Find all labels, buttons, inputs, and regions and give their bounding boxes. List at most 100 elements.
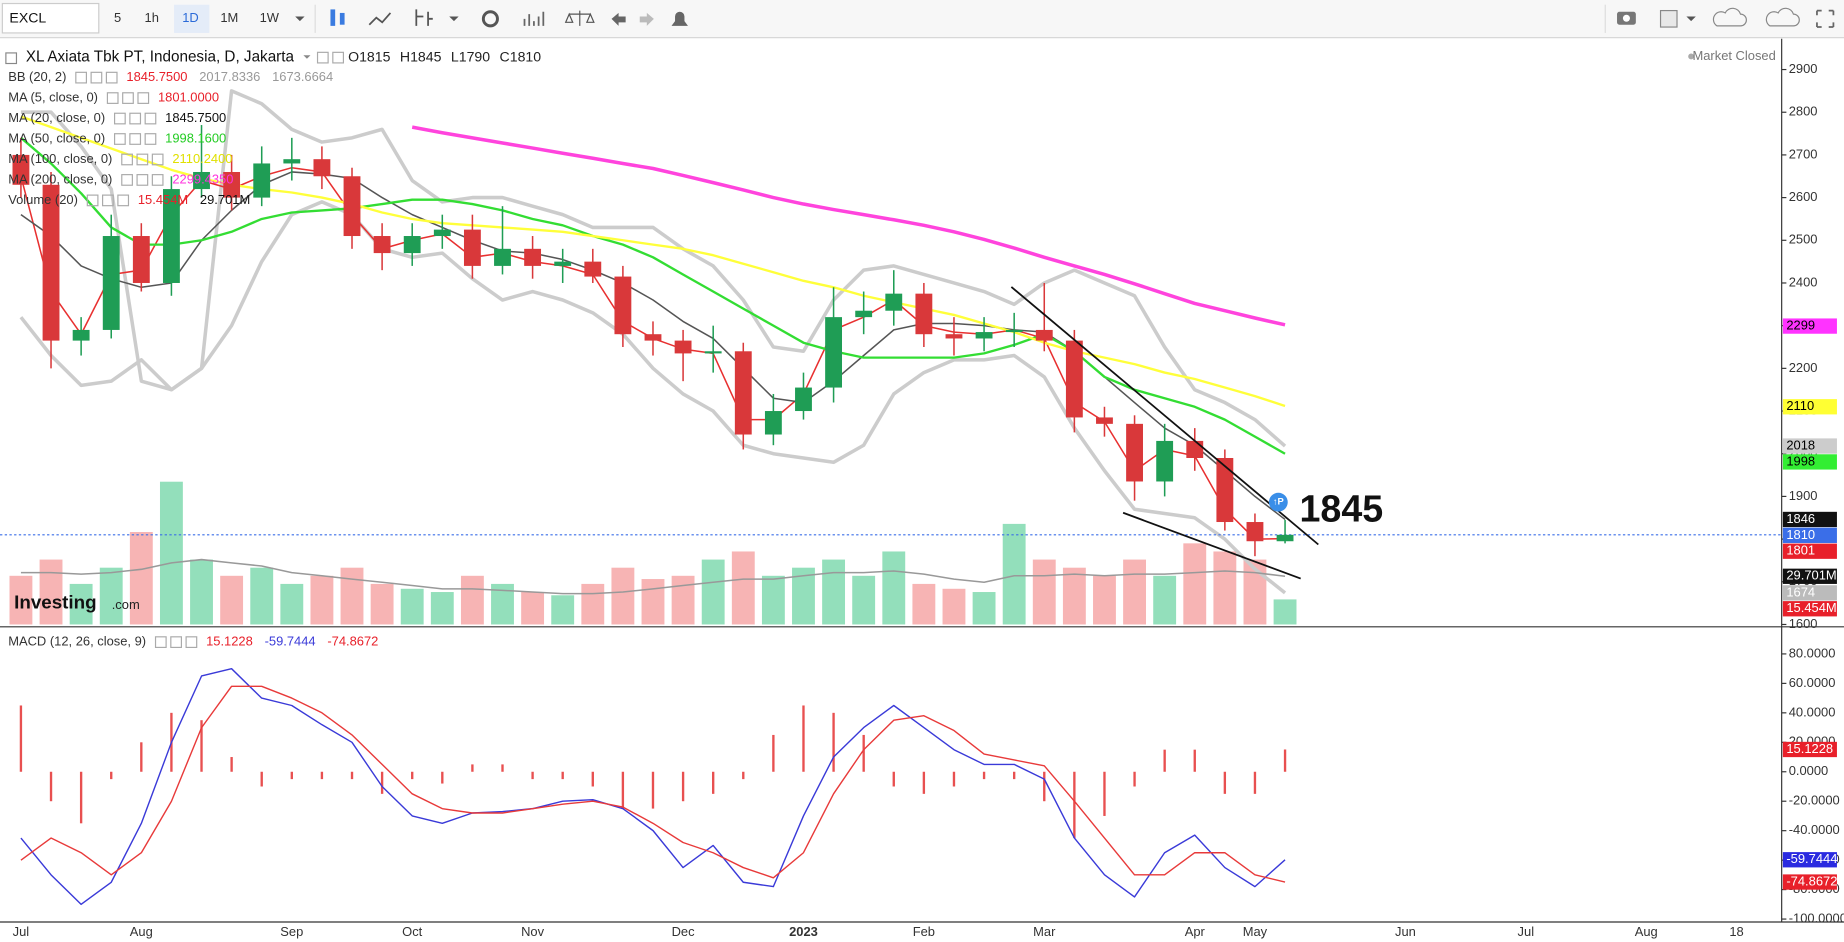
plot: Jul Aug Sep Oct Nov Dec 2023 Feb Mar Apr May Jun Jul… [0,48,1844,939]
price-annotation: 1845 [1300,488,1384,530]
histogram-bar [862,734,865,772]
volume-bar [882,551,906,625]
legend-icon [90,71,103,84]
legend-value: -74.8672 [327,634,378,649]
volume-bar [99,567,123,625]
interval-button[interactable]: 1M [220,10,238,25]
volume-bar [340,567,364,625]
y-tick-label: -100.0000 [1789,910,1844,925]
color-button[interactable] [1659,9,1678,28]
trend-line[interactable] [1010,286,1319,546]
candle-body [433,229,451,237]
drawing-button[interactable] [415,9,433,26]
settings-button[interactable] [481,10,499,28]
market-status: Market Closed [1692,48,1775,63]
histogram-bar [230,757,233,772]
candle-body [42,184,60,341]
histogram-bar [19,705,23,772]
interval-button[interactable]: 1D [182,10,199,25]
interval-button[interactable]: 5 [114,10,121,25]
volume-bar [1002,523,1026,625]
volume-bar [220,575,244,625]
histogram-bar [952,771,956,787]
histogram-bar [1103,771,1106,816]
candle-body [162,189,180,283]
icon [339,12,345,25]
volume-bar [1123,559,1146,625]
dropdown-arrow[interactable] [295,16,305,22]
load-button[interactable] [1712,7,1747,27]
volume-bar [310,575,334,625]
price-tag [1782,438,1837,454]
collapse-icon[interactable] [5,52,18,65]
event-marker[interactable] [1268,492,1288,512]
interval-button[interactable]: 1W [260,10,280,25]
studies-button[interactable] [523,11,545,26]
legend-icon [332,51,344,64]
x-tick-label: May [1243,924,1268,939]
logo: Investing [14,591,97,612]
legend-value: 1998.1600 [165,130,226,145]
histogram-bar [380,771,384,794]
price-tag [1782,601,1837,617]
histogram-bar [441,771,444,784]
price-tag-label: 29.701M [1786,568,1836,583]
price-tag-label: -59.7444 [1786,851,1837,866]
histogram-bar [110,771,113,780]
legend-icon [154,636,167,648]
histogram-bar [320,771,324,780]
volume-bar [1032,559,1056,625]
price-tag [1782,543,1837,559]
undo-button[interactable] [611,12,626,26]
price-tag [1782,454,1837,470]
volume-bar [430,592,454,625]
alert-button[interactable] [671,11,688,26]
volume-bar [972,592,996,625]
histogram-bar [1193,749,1196,772]
icon [1622,14,1630,22]
legend-value: 29.701M [200,192,250,207]
indicator-button[interactable] [368,12,392,26]
legend-icon [151,174,164,186]
y-tick-label: 0.0000 [1789,763,1829,778]
volume-bar [822,559,846,625]
histogram-bar [922,771,926,794]
y-tick-label: 2800 [1789,104,1818,119]
volume-bar [9,575,33,625]
x-tick-label: 2023 [789,924,818,939]
trend-line[interactable] [1122,511,1301,580]
price-tag [1782,741,1837,758]
fullscreen-button[interactable] [1816,9,1835,28]
volume-bar [1243,559,1267,625]
indicator-line [411,125,1286,327]
candle-body [825,317,843,388]
compare-button[interactable] [564,10,595,26]
y-tick-label: 80.0000 [1789,645,1836,660]
y-tick-label: 2400 [1789,274,1818,289]
dropdown-arrow[interactable] [449,16,459,22]
price-tag-label: 1998 [1786,453,1815,468]
save-button[interactable] [1765,7,1800,27]
price-tag [1782,874,1837,890]
x-tick-label: Apr [1185,924,1206,939]
symbol-text[interactable]: EXCL [9,10,46,26]
legend-value: 1845.7500 [165,110,226,125]
candle-body [734,351,752,435]
candle-style-button[interactable] [330,9,345,26]
volume-bar [460,575,484,625]
interval-button[interactable]: 1h [145,10,159,25]
logo-suffix: .com [112,597,140,612]
legend-name: MA (5, close, 0) [8,90,98,105]
histogram-bar [1163,749,1166,772]
volume-bar [912,583,936,625]
candle-body [764,411,782,435]
x-tick-label: Jun [1395,924,1416,939]
symbol-input[interactable] [1,2,100,34]
legend-icon [316,51,329,64]
ohlc-value: H1845 [400,48,442,64]
redo-button[interactable] [639,12,654,26]
volume-bar [942,588,966,625]
dropdown-arrow[interactable] [1686,16,1696,22]
histogram-bar [79,771,83,824]
